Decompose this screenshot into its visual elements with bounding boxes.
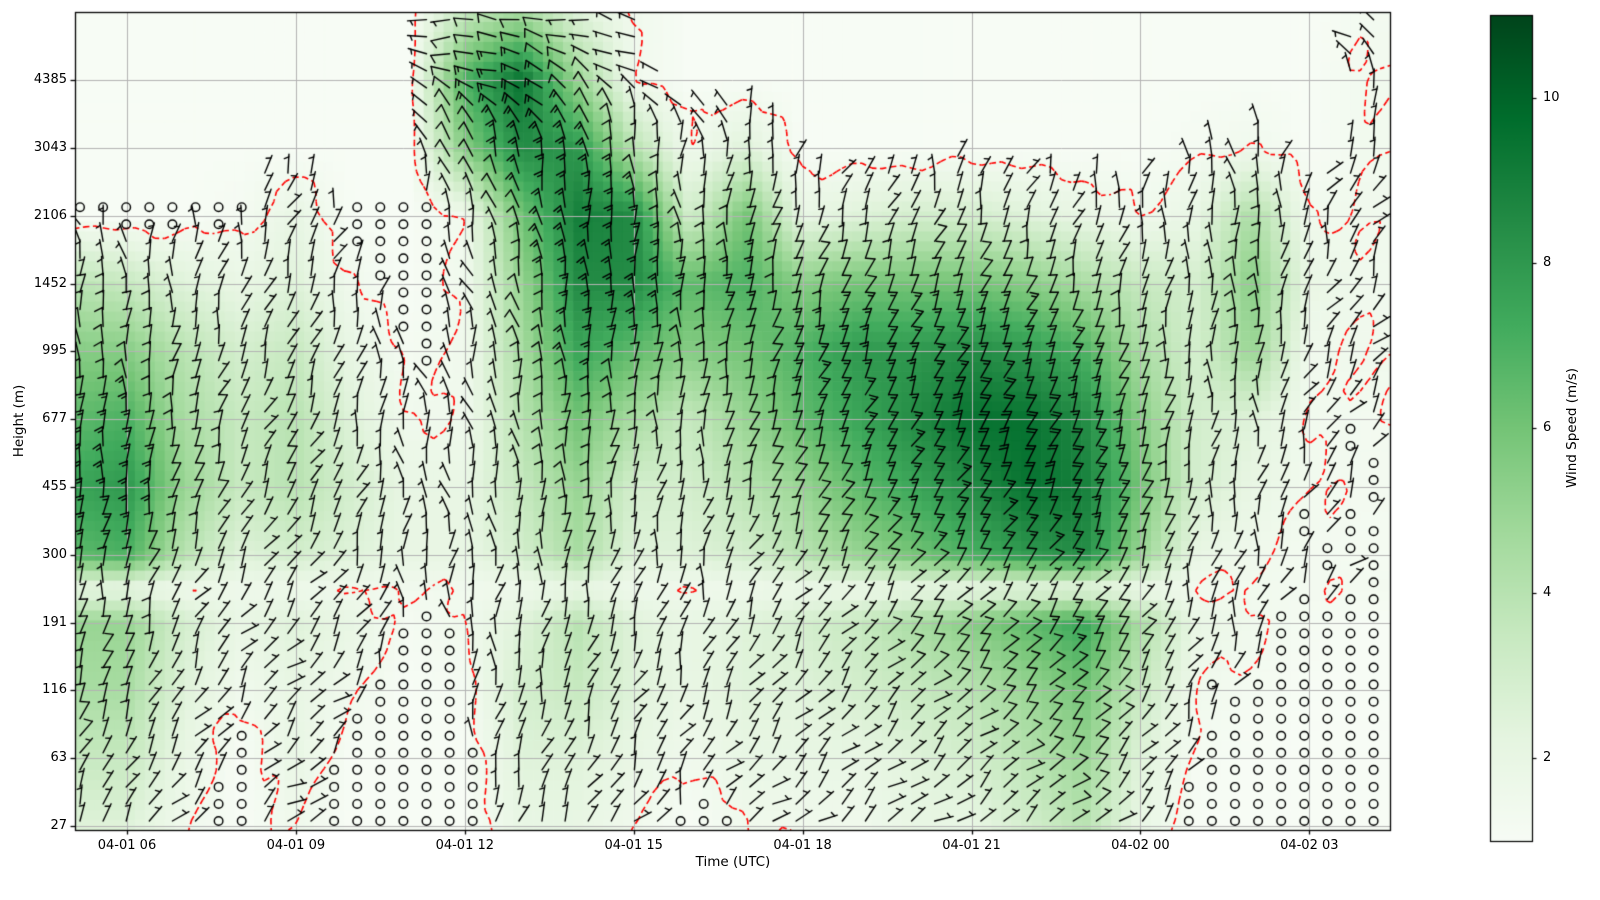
x-axis-label: Time (UTC) <box>695 854 771 870</box>
y-tick-label: 27 <box>50 818 67 833</box>
colorbar-tick-label: 6 <box>1543 420 1552 435</box>
x-tick-label: 04-01 06 <box>97 838 157 853</box>
y-tick-label: 300 <box>42 546 67 562</box>
y-tick-label: 2106 <box>33 207 67 223</box>
y-tick-label: 995 <box>42 343 67 359</box>
y-tick-label: 3043 <box>33 140 67 155</box>
x-tick-label: 04-01 15 <box>604 838 663 853</box>
x-tick-label: 04-02 03 <box>1280 838 1339 853</box>
colorbar-tick-label: 4 <box>1543 585 1552 601</box>
x-tick-label: 04-01 21 <box>942 838 1001 853</box>
colorbar-tick-label: 2 <box>1543 750 1552 766</box>
colorbar-tick-label: 10 <box>1543 89 1560 105</box>
x-tick-label: 04-01 12 <box>435 838 495 853</box>
y-tick-label: 1452 <box>33 275 67 291</box>
x-tick-label: 04-01 09 <box>266 838 326 853</box>
colorbar-tick-label: 8 <box>1543 254 1552 270</box>
y-tick-label: 191 <box>42 614 67 630</box>
x-tick-label: 04-01 18 <box>773 838 832 853</box>
y-tick-label: 63 <box>50 750 67 766</box>
y-tick-label: 455 <box>42 479 67 494</box>
y-tick-label: 677 <box>42 411 67 427</box>
y-tick-label: 4385 <box>33 72 67 88</box>
x-tick-label: 04-02 00 <box>1111 838 1170 853</box>
y-tick-label: 116 <box>42 682 67 698</box>
colorbar-label: Wind Speed (m/s) <box>1564 367 1580 489</box>
